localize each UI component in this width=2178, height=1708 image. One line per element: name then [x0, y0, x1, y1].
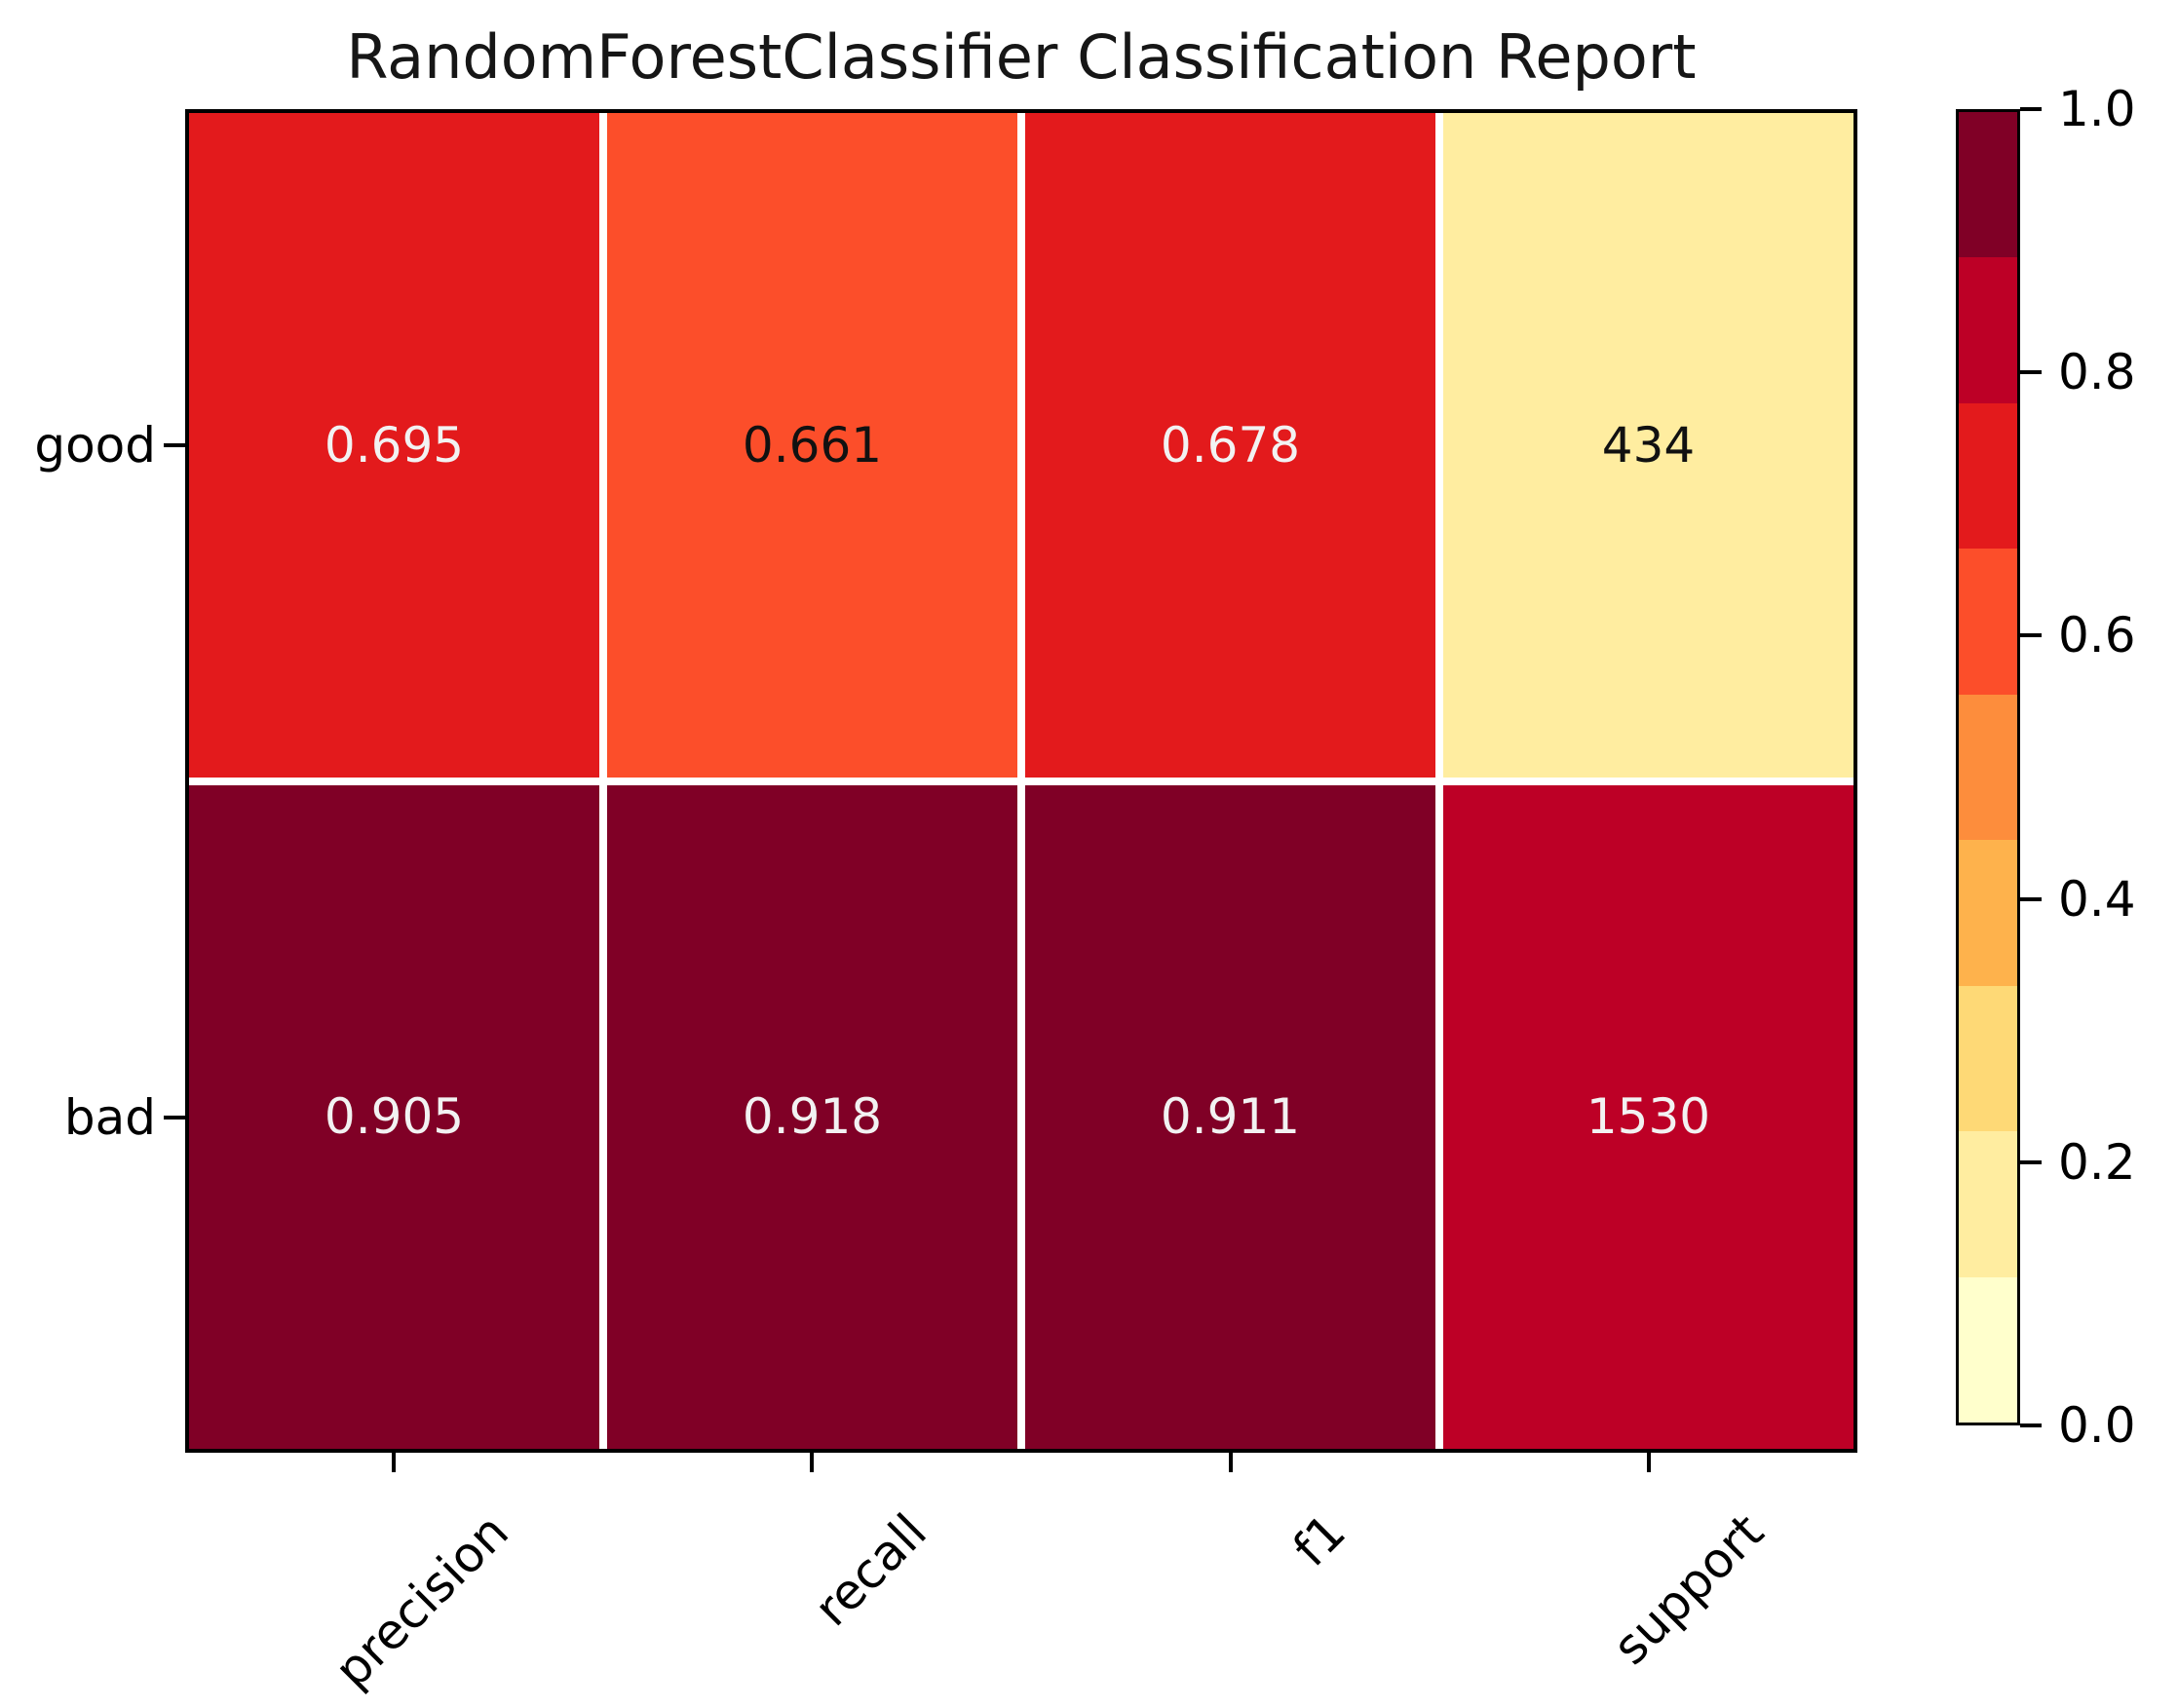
- colorbar-tick-mark-0-4: [2020, 897, 2042, 901]
- colorbar-tick-mark-0-8: [2020, 370, 2042, 374]
- heatmap-cell-bad-precision: 0.905: [189, 784, 599, 1449]
- colorbar-segment: [1959, 1276, 2017, 1423]
- colorbar-tick-mark-0-2: [2020, 1160, 2042, 1164]
- colorbar-tick-label-0-4: 0.4: [2058, 871, 2136, 928]
- x-tick-label-f1: f1: [1281, 1502, 1356, 1577]
- heatmap-cell-good-recall: 0.661: [607, 113, 1017, 778]
- cell-value: 0.661: [742, 416, 883, 474]
- colorbar-tick-label-0-6: 0.6: [2058, 607, 2136, 664]
- heatmap: 0.695 0.661 0.678 434 0.905 0.918 0.911 …: [185, 109, 1857, 1453]
- heatmap-cell-bad-support: 1530: [1443, 784, 1853, 1449]
- cell-value: 0.918: [742, 1088, 883, 1146]
- x-tick-label-precision: precision: [324, 1502, 519, 1699]
- x-tick-mark-recall: [810, 1453, 814, 1472]
- colorbar-tick-mark-0-0: [2020, 1423, 2042, 1427]
- cell-value: 1530: [1586, 1088, 1711, 1146]
- x-tick-label-support: support: [1602, 1502, 1775, 1676]
- heatmap-cell-bad-recall: 0.918: [607, 784, 1017, 1449]
- colorbar-segment: [1959, 549, 2017, 695]
- colorbar-tick-mark-0-6: [2020, 633, 2042, 637]
- colorbar-tick-mark-1-0: [2020, 107, 2042, 111]
- y-tick-mark-bad: [164, 1116, 185, 1120]
- colorbar-segment: [1959, 694, 2017, 841]
- cell-value: 0.678: [1160, 416, 1301, 474]
- x-tick-mark-support: [1647, 1453, 1651, 1472]
- colorbar-segment: [1959, 402, 2017, 550]
- colorbar-tick-label-0-2: 0.2: [2058, 1134, 2136, 1191]
- x-tick-label-recall: recall: [803, 1502, 937, 1638]
- y-tick-label-bad: bad: [63, 1089, 156, 1146]
- y-tick-label-good: good: [34, 417, 156, 474]
- heatmap-cell-good-support: 434: [1443, 113, 1853, 778]
- colorbar-segment: [1959, 1131, 2017, 1277]
- heatmap-cell-good-precision: 0.695: [189, 113, 599, 778]
- colorbar-segment: [1959, 112, 2017, 258]
- heatmap-cell-bad-f1: 0.911: [1025, 784, 1435, 1449]
- colorbar-tick-label-0-0: 0.0: [2058, 1397, 2136, 1454]
- cell-value: 0.911: [1160, 1088, 1301, 1146]
- heatmap-cell-good-f1: 0.678: [1025, 113, 1435, 778]
- colorbar: [1956, 109, 2020, 1425]
- cell-value: 0.905: [324, 1088, 465, 1146]
- colorbar-tick-label-0-8: 0.8: [2058, 344, 2136, 400]
- cell-value: 434: [1601, 416, 1696, 474]
- cell-value: 0.695: [324, 416, 465, 474]
- y-tick-mark-good: [164, 443, 185, 447]
- colorbar-segment: [1959, 985, 2017, 1132]
- x-tick-mark-precision: [392, 1453, 396, 1472]
- chart-title: RandomForestClassifier Classification Re…: [346, 21, 1697, 93]
- colorbar-tick-label-1-0: 1.0: [2058, 81, 2136, 137]
- colorbar-segment: [1959, 840, 2017, 986]
- colorbar-segment: [1959, 257, 2017, 403]
- x-tick-mark-f1: [1229, 1453, 1233, 1472]
